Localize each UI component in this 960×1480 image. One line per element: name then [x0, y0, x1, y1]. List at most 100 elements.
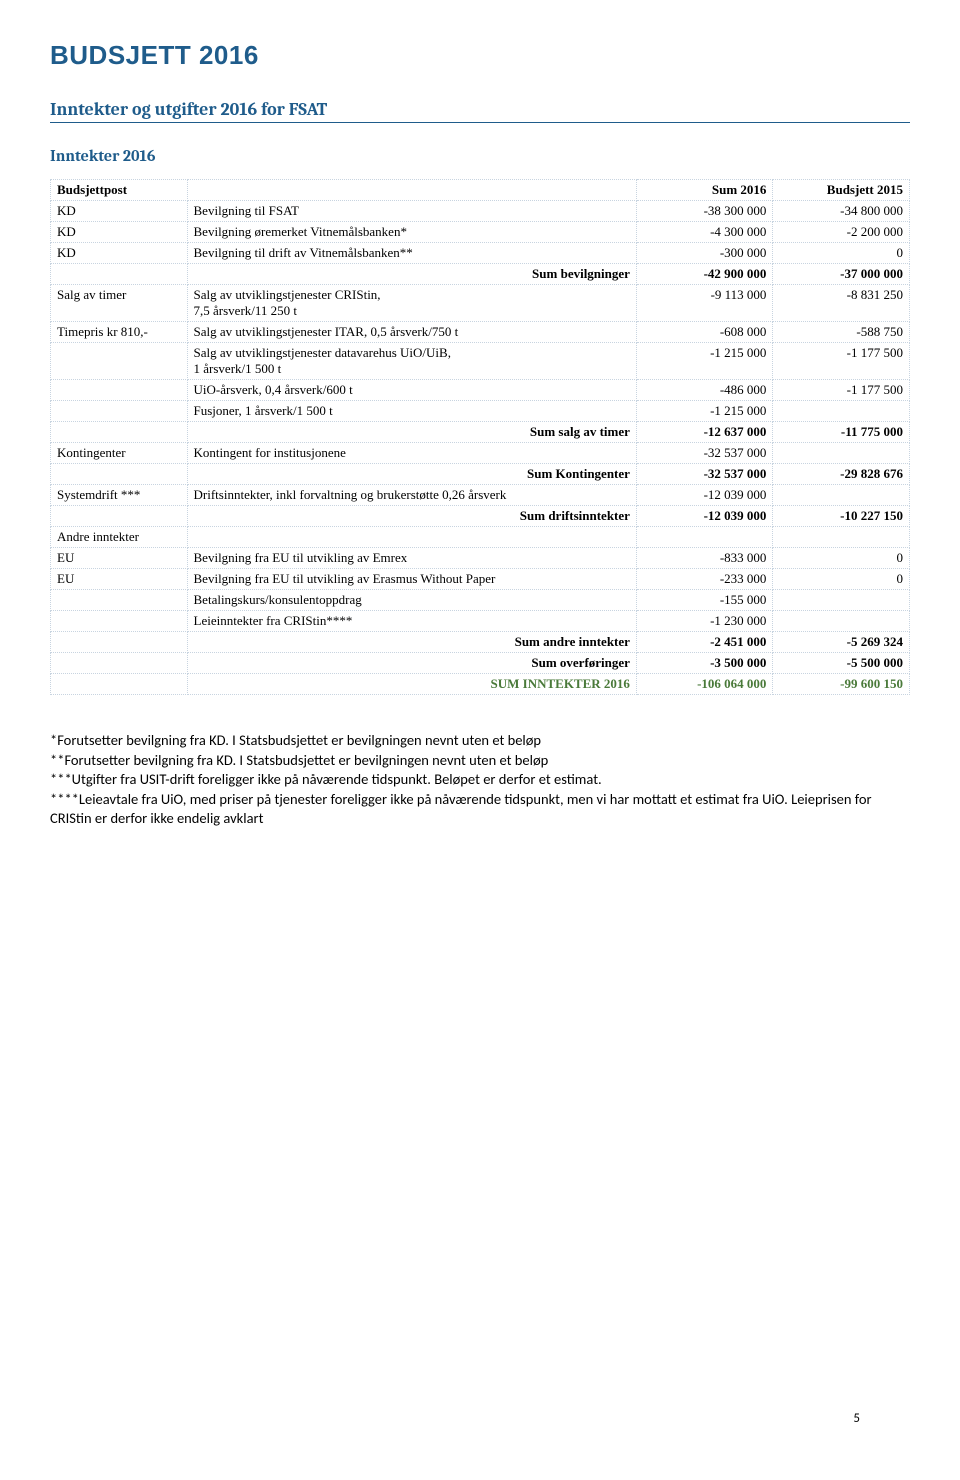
cell-budsjett2015: -5 500 000 — [773, 653, 910, 674]
cell-budsjett2015: -11 775 000 — [773, 422, 910, 443]
cell-budsjett2015 — [773, 401, 910, 422]
cell-description: Sum andre inntekter — [187, 632, 636, 653]
cell-sum2016: -32 537 000 — [636, 464, 773, 485]
cell-budsjett2015: -8 831 250 — [773, 285, 910, 322]
cell-category — [51, 653, 188, 674]
table-row: Leieinntekter fra CRIStin****-1 230 000 — [51, 611, 910, 632]
table-row: Salg av timerSalg av utviklingstjenester… — [51, 285, 910, 322]
page-title: BUDSJETT 2016 — [50, 40, 910, 71]
cell-budsjett2015: -1 177 500 — [773, 343, 910, 380]
table-row: EUBevilgning fra EU til utvikling av Era… — [51, 569, 910, 590]
cell-sum2016: -155 000 — [636, 590, 773, 611]
cell-description: UiO-årsverk, 0,4 årsverk/600 t — [187, 380, 636, 401]
table-row: UiO-årsverk, 0,4 årsverk/600 t-486 000-1… — [51, 380, 910, 401]
cell-description: Sum Kontingenter — [187, 464, 636, 485]
cell-sum2016: -4 300 000 — [636, 222, 773, 243]
cell-category: Timepris kr 810,- — [51, 322, 188, 343]
cell-budsjett2015: -10 227 150 — [773, 506, 910, 527]
cell-sum2016: -106 064 000 — [636, 674, 773, 695]
cell-sum2016: -233 000 — [636, 569, 773, 590]
section-heading: Inntekter og utgifter 2016 for FSAT — [50, 99, 910, 123]
table-row: Betalingskurs/konsulentoppdrag-155 000 — [51, 590, 910, 611]
cell-sum2016: -300 000 — [636, 243, 773, 264]
footnote-line: ****Leieavtale fra UiO, med priser på tj… — [50, 790, 910, 829]
cell-sum2016: -32 537 000 — [636, 443, 773, 464]
col-desc — [187, 180, 636, 201]
income-table: Budsjettpost Sum 2016 Budsjett 2015 KDBe… — [50, 179, 910, 695]
cell-sum2016: -1 230 000 — [636, 611, 773, 632]
cell-category — [51, 343, 188, 380]
cell-sum2016: -38 300 000 — [636, 201, 773, 222]
cell-description: SUM INNTEKTER 2016 — [187, 674, 636, 695]
cell-category: Salg av timer — [51, 285, 188, 322]
cell-budsjett2015: 0 — [773, 569, 910, 590]
cell-budsjett2015: -29 828 676 — [773, 464, 910, 485]
table-row: SUM INNTEKTER 2016-106 064 000-99 600 15… — [51, 674, 910, 695]
table-row: Sum salg av timer-12 637 000-11 775 000 — [51, 422, 910, 443]
cell-sum2016: -1 215 000 — [636, 343, 773, 380]
cell-sum2016: -486 000 — [636, 380, 773, 401]
cell-description: Sum salg av timer — [187, 422, 636, 443]
cell-budsjett2015 — [773, 443, 910, 464]
cell-description: Salg av utviklingstjenester ITAR, 0,5 år… — [187, 322, 636, 343]
cell-sum2016: -2 451 000 — [636, 632, 773, 653]
cell-category — [51, 506, 188, 527]
cell-sum2016: -1 215 000 — [636, 401, 773, 422]
cell-sum2016: -12 637 000 — [636, 422, 773, 443]
table-row: EUBevilgning fra EU til utvikling av Emr… — [51, 548, 910, 569]
cell-budsjett2015 — [773, 527, 910, 548]
cell-description: Salg av utviklingstjenester CRIStin, 7,5… — [187, 285, 636, 322]
cell-budsjett2015: -588 750 — [773, 322, 910, 343]
cell-category: Kontingenter — [51, 443, 188, 464]
cell-budsjett2015: -99 600 150 — [773, 674, 910, 695]
cell-category: EU — [51, 569, 188, 590]
cell-category: KD — [51, 243, 188, 264]
table-row: Systemdrift ***Driftsinntekter, inkl for… — [51, 485, 910, 506]
cell-category — [51, 422, 188, 443]
cell-category — [51, 590, 188, 611]
cell-description: Kontingent for institusjonene — [187, 443, 636, 464]
table-row: Timepris kr 810,-Salg av utviklingstjene… — [51, 322, 910, 343]
footnote-line: **Forutsetter bevilgning fra KD. I Stats… — [50, 751, 910, 771]
cell-sum2016 — [636, 527, 773, 548]
cell-description: Sum driftsinntekter — [187, 506, 636, 527]
cell-description: Salg av utviklingstjenester datavarehus … — [187, 343, 636, 380]
cell-category: Systemdrift *** — [51, 485, 188, 506]
table-row: Sum andre inntekter-2 451 000-5 269 324 — [51, 632, 910, 653]
cell-budsjett2015 — [773, 590, 910, 611]
cell-category — [51, 264, 188, 285]
cell-category: EU — [51, 548, 188, 569]
cell-category — [51, 464, 188, 485]
table-row: Sum bevilgninger-42 900 000-37 000 000 — [51, 264, 910, 285]
cell-description: Sum bevilgninger — [187, 264, 636, 285]
table-row: KontingenterKontingent for institusjonen… — [51, 443, 910, 464]
cell-budsjett2015 — [773, 611, 910, 632]
cell-budsjett2015: 0 — [773, 243, 910, 264]
footnotes: *Forutsetter bevilgning fra KD. I Statsb… — [50, 731, 910, 829]
table-row: Sum Kontingenter-32 537 000-29 828 676 — [51, 464, 910, 485]
subsection-heading: Inntekter 2016 — [50, 147, 910, 165]
cell-budsjett2015: -2 200 000 — [773, 222, 910, 243]
cell-description: Sum overføringer — [187, 653, 636, 674]
cell-category: Andre inntekter — [51, 527, 188, 548]
table-row: KDBevilgning øremerket Vitnemålsbanken*-… — [51, 222, 910, 243]
cell-description: Bevilgning fra EU til utvikling av Erasm… — [187, 569, 636, 590]
col-budsjett2015: Budsjett 2015 — [773, 180, 910, 201]
col-budsjettpost: Budsjettpost — [51, 180, 188, 201]
cell-category — [51, 674, 188, 695]
footnote-line: *Forutsetter bevilgning fra KD. I Statsb… — [50, 731, 910, 751]
cell-budsjett2015: -37 000 000 — [773, 264, 910, 285]
table-row: Andre inntekter — [51, 527, 910, 548]
cell-sum2016: -12 039 000 — [636, 485, 773, 506]
cell-description: Driftsinntekter, inkl forvaltning og bru… — [187, 485, 636, 506]
cell-budsjett2015: -34 800 000 — [773, 201, 910, 222]
cell-sum2016: -608 000 — [636, 322, 773, 343]
cell-sum2016: -42 900 000 — [636, 264, 773, 285]
page-number: 5 — [853, 1411, 860, 1426]
cell-description — [187, 527, 636, 548]
cell-description: Fusjoner, 1 årsverk/1 500 t — [187, 401, 636, 422]
cell-description: Betalingskurs/konsulentoppdrag — [187, 590, 636, 611]
cell-budsjett2015: -5 269 324 — [773, 632, 910, 653]
cell-description: Leieinntekter fra CRIStin**** — [187, 611, 636, 632]
table-row: Salg av utviklingstjenester datavarehus … — [51, 343, 910, 380]
